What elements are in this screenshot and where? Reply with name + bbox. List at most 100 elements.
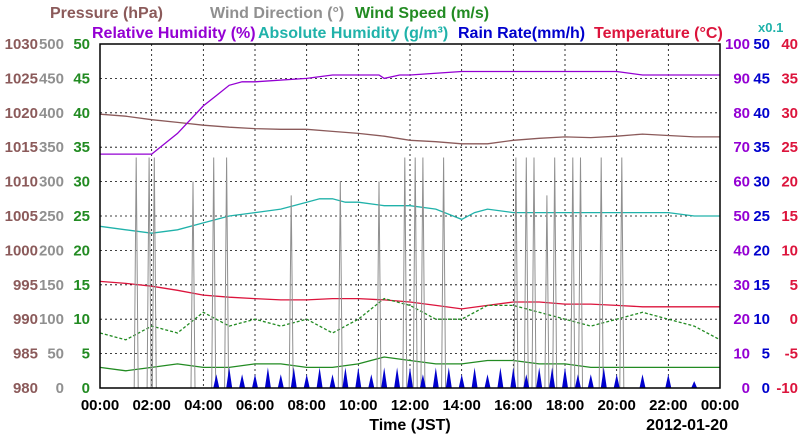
temperature-tick-label: 35 (781, 70, 798, 87)
rain-rate-mark (458, 374, 465, 388)
wind-speed-tick-label: 0 (82, 380, 90, 397)
relative-humidity-tick-label: 70 (733, 139, 750, 156)
rain-rate-mark (471, 367, 478, 388)
wind-direction-spike (578, 157, 583, 389)
pressure-tick-label: 995 (13, 277, 38, 294)
x-tick-label: 06:00 (236, 397, 274, 414)
rain-rate-mark (264, 367, 271, 388)
rain-rate-mark (290, 367, 297, 388)
legend-temperature: Temperature (°C) (594, 25, 723, 42)
wind-direction-tick-label: 50 (47, 346, 64, 363)
pressure-tick-label: 1000 (5, 242, 38, 259)
wind-direction-spike (523, 157, 529, 389)
wind-direction-spike (190, 181, 196, 389)
date-label: 2012-01-20 (646, 417, 728, 434)
x-tick-label: 12:00 (391, 397, 429, 414)
legend-multiplier: x0.1 (758, 20, 783, 35)
rain-rate-mark (252, 374, 258, 388)
rain-rate-mark (277, 374, 284, 388)
rain-rate-mark (562, 367, 568, 388)
wind-direction-tick-label: 350 (39, 139, 64, 156)
wind-direction-spike (544, 195, 550, 389)
rain-rate-mark (600, 367, 607, 388)
relative-humidity-line (100, 70, 720, 155)
rain-rate-tick-label: 50 (753, 36, 770, 53)
pressure-tick-label: 1030 (5, 36, 38, 53)
rain-rate-tick-label: 20 (753, 242, 770, 259)
wind-direction-tick-label: 450 (39, 70, 64, 87)
rain-rate-mark (691, 381, 698, 388)
wind-direction-spike (146, 157, 152, 389)
temperature-tick-label: -5 (785, 346, 798, 363)
rain-rate-mark (239, 374, 246, 388)
relative-humidity-tick-label: 100 (725, 36, 750, 53)
relative-humidity-tick-label: 40 (733, 242, 750, 259)
wind-direction-spike (402, 157, 408, 389)
wind-direction-tick-label: 0 (56, 380, 64, 397)
pressure-tick-label: 1010 (5, 174, 38, 191)
pressure-tick-label: 1020 (5, 105, 38, 122)
rain-rate-mark (665, 374, 672, 388)
rain-rate-tick-label: 45 (753, 70, 770, 87)
relative-humidity-tick-label: 90 (733, 70, 750, 87)
wind-direction-tick-label: 200 (39, 242, 64, 259)
temperature-tick-label: 40 (781, 36, 798, 53)
rain-rate-mark (497, 367, 504, 388)
wind-direction-spike (211, 157, 217, 389)
wind-direction-spike (337, 181, 343, 389)
rain-rate-mark (329, 374, 336, 388)
grid (100, 44, 720, 388)
legend-rain-rate: Rain Rate(mm/h) (458, 25, 585, 42)
pressure-tick-label: 985 (13, 346, 38, 363)
pressure-tick-label: 1025 (5, 70, 38, 87)
rain-rate-tick-label: 25 (753, 208, 770, 225)
wind-direction-spike (224, 157, 230, 389)
temperature-tick-label: 10 (781, 242, 798, 259)
rain-rate-mark (639, 374, 646, 388)
pressure-tick-label: 1015 (5, 139, 38, 156)
temperature-tick-label: 0 (790, 311, 798, 328)
x-axis: 00:00 02:00 04:00 06:00 08:00 10:00 12:00 14:00… (81, 397, 739, 414)
legend-wind-direction: Wind Direction (°) (210, 5, 344, 22)
rain-rate-mark (381, 367, 388, 388)
temperature-tick-label: -10 (776, 380, 798, 397)
wind-speed-tick-label: 5 (82, 346, 90, 363)
wind-speed-tick-label: 25 (73, 208, 90, 225)
wind-speed-tick-label: 50 (73, 36, 90, 53)
absolute-humidity-line (99, 198, 720, 234)
legend-absolute-humidity: Absolute Humidity (g/m³) (258, 25, 448, 42)
wind-direction-spike (151, 157, 157, 389)
rain-rate-mark (587, 374, 594, 388)
rain-rate-tick-label: 15 (753, 277, 770, 294)
wind-direction-tick-label: 150 (39, 277, 64, 294)
rain-rate-mark (226, 367, 233, 388)
temperature-tick-label: 15 (781, 208, 798, 225)
y-axes: 9809859909951000100510101015102010251030… (5, 36, 798, 397)
wind-direction-tick-label: 250 (39, 208, 64, 225)
wind-direction-spike (598, 157, 604, 389)
legend: Pressure (hPa) Wind Direction (°) Wind S… (50, 5, 783, 42)
relative-humidity-tick-label: 30 (733, 277, 750, 294)
rain-rate-mark (303, 374, 310, 388)
relative-humidity-tick-label: 0 (742, 380, 750, 397)
rain-rate-mark (484, 374, 491, 388)
relative-humidity-tick-label: 80 (733, 105, 750, 122)
wind-speed-line (99, 356, 720, 372)
rain-rate-tick-label: 30 (753, 174, 770, 191)
wind-direction-spike (570, 157, 576, 389)
rain-rate-mark (445, 367, 452, 388)
legend-relative-humidity: Relative Humidity (%) (92, 25, 256, 42)
wind-speed-tick-label: 15 (73, 277, 90, 294)
x-tick-label: 18:00 (546, 397, 584, 414)
pressure-line (99, 113, 720, 145)
rain-rate-mark (419, 374, 426, 388)
x-axis-title: Time (JST) (369, 417, 451, 434)
rain-rate-mark (316, 367, 323, 388)
wind-direction-spike (619, 157, 625, 389)
x-tick-label: 16:00 (494, 397, 532, 414)
pressure-tick-label: 1005 (5, 208, 38, 225)
rain-rate-mark (510, 367, 517, 388)
wind-direction-spike (412, 157, 418, 389)
pressure-tick-label: 980 (13, 380, 38, 397)
